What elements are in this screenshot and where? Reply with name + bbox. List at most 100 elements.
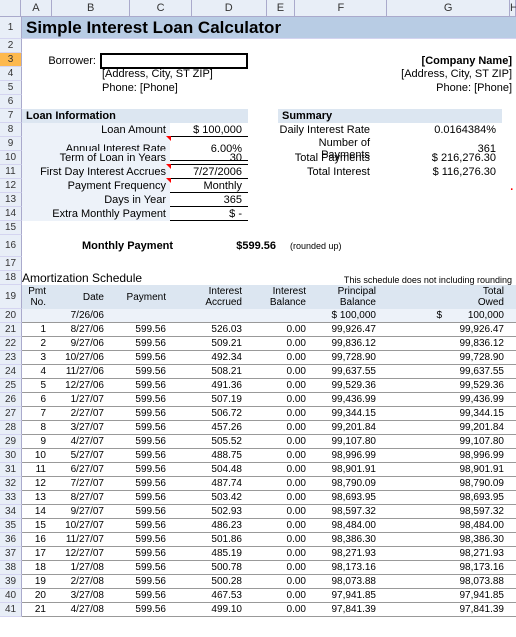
amort-r15-c2: 599.56 [108, 520, 170, 531]
row-num-28[interactable]: 28 [0, 421, 22, 435]
company-phone: Phone: [Phone] [358, 82, 516, 94]
amort-r8-c7: 99,201.84 [446, 422, 508, 433]
amort-r1-c5: 99,926.47 [310, 324, 380, 335]
amort-r3-c7: 99,728.90 [446, 352, 508, 363]
col-F[interactable]: F [295, 0, 387, 16]
input-first_day[interactable]: 7/27/2006 [170, 165, 248, 179]
col-H[interactable]: H [510, 0, 516, 16]
row-num-37[interactable]: 37 [0, 547, 22, 561]
row-num-24[interactable]: 24 [0, 365, 22, 379]
row-num-6[interactable]: 6 [0, 95, 22, 109]
amort-r4-c4: 0.00 [246, 366, 310, 377]
col-E[interactable]: E [267, 0, 296, 16]
amort-r13-c4: 0.00 [246, 492, 310, 503]
input-term[interactable]: 30 [170, 151, 248, 165]
amort-r4-c2: 599.56 [108, 366, 170, 377]
amort-r6-c0: 6 [22, 394, 50, 405]
amort-row-6: 61/27/07599.56507.190.0099,436.9999,436.… [22, 393, 516, 407]
amort-r1-c4: 0.00 [246, 324, 310, 335]
row-num-27[interactable]: 27 [0, 407, 22, 421]
col-G[interactable]: G [387, 0, 510, 16]
row-num-23[interactable]: 23 [0, 351, 22, 365]
row-num-32[interactable]: 32 [0, 477, 22, 491]
row-num-4[interactable]: 4 [0, 67, 22, 81]
col-A[interactable]: A [21, 0, 52, 16]
row-num-16[interactable]: 16 [0, 235, 22, 257]
amort-r17-c0: 17 [22, 548, 50, 559]
col-B[interactable]: B [52, 0, 131, 16]
row-num-31[interactable]: 31 [0, 463, 22, 477]
col-D[interactable]: D [192, 0, 267, 16]
row-num-11[interactable]: 11 [0, 165, 22, 179]
input-extra[interactable]: $ - [170, 207, 248, 221]
row-num-15[interactable]: 15 [0, 221, 22, 235]
row-num-40[interactable]: 40 [0, 589, 22, 603]
amort-r11-c0: 11 [22, 464, 50, 475]
amort-r3-c1: 10/27/06 [50, 352, 108, 363]
row-num-18[interactable]: 18 [0, 271, 22, 285]
amort-r15-c1: 10/27/07 [50, 520, 108, 531]
row-num-10[interactable]: 10 [0, 151, 22, 165]
monthly-payment-value: $599.56 [202, 240, 282, 252]
input-days_year[interactable]: 365 [170, 193, 248, 207]
amort-r7-c7: 99,344.15 [446, 408, 508, 419]
row-num-25[interactable]: 25 [0, 379, 22, 393]
amort-r16-c2: 599.56 [108, 534, 170, 545]
row-num-41[interactable]: 41 [0, 603, 22, 617]
row-num-5[interactable]: 5 [0, 81, 22, 95]
amort-r10-c0: 10 [22, 450, 50, 461]
value-daily_rate: 0.0164384% [374, 124, 502, 136]
row-num-7[interactable]: 7 [0, 109, 22, 123]
amort-r18-c0: 18 [22, 562, 50, 573]
amort-r20-c5: 97,941.85 [310, 590, 380, 601]
row-num-9[interactable]: 9 [0, 137, 22, 151]
row-num-35[interactable]: 35 [0, 519, 22, 533]
row-num-30[interactable]: 30 [0, 449, 22, 463]
row-num-39[interactable]: 39 [0, 575, 22, 589]
row-num-20[interactable]: 20 [0, 309, 22, 323]
amort-r4-c1: 11/27/06 [50, 366, 108, 377]
row-num-22[interactable]: 22 [0, 337, 22, 351]
amort-r1-c7: 99,926.47 [446, 324, 508, 335]
amort-col-0: PmtNo. [22, 285, 50, 309]
amort-row-3: 310/27/06599.56492.340.0099,728.9099,728… [22, 351, 516, 365]
col-C[interactable]: C [130, 0, 191, 16]
amort-r5-c7: 99,529.36 [446, 380, 508, 391]
row-num-33[interactable]: 33 [0, 491, 22, 505]
amort-r17-c3: 485.19 [170, 548, 246, 559]
row-num-17[interactable]: 17 [0, 257, 22, 271]
amort-r16-c1: 11/27/07 [50, 534, 108, 545]
label-freq: Payment Frequency [22, 179, 170, 193]
row-num-19[interactable]: 19 [0, 285, 22, 309]
row-num-29[interactable]: 29 [0, 435, 22, 449]
amort-r21-c3: 499.10 [170, 604, 246, 615]
amort-row-20: 203/27/08599.56467.530.0097,941.8597,941… [22, 589, 516, 603]
amort-r21-c4: 0.00 [246, 604, 310, 615]
row-num-2[interactable]: 2 [0, 39, 22, 53]
row-num-26[interactable]: 26 [0, 393, 22, 407]
row-num-21[interactable]: 21 [0, 323, 22, 337]
row-num-1[interactable]: 1 [0, 17, 22, 39]
amort-r12-c2: 599.56 [108, 478, 170, 489]
amort-r15-c4: 0.00 [246, 520, 310, 531]
amort-r11-c7: 98,901.91 [446, 464, 508, 475]
amort-r15-c5: 98,484.00 [310, 520, 380, 531]
row-num-36[interactable]: 36 [0, 533, 22, 547]
amort-r6-c1: 1/27/07 [50, 394, 108, 405]
row-num-13[interactable]: 13 [0, 193, 22, 207]
value-total_pmts: $ 216,276.30 [374, 152, 502, 164]
row-num-3[interactable]: 3 [0, 53, 22, 67]
row-num-12[interactable]: 12 [0, 179, 22, 193]
row-num-14[interactable]: 14 [0, 207, 22, 221]
input-loan_amount[interactable]: $ 100,000 [170, 123, 248, 137]
amort-r4-c3: 508.21 [170, 366, 246, 377]
input-freq[interactable]: Monthly [170, 179, 248, 193]
amort-r18-c2: 599.56 [108, 562, 170, 573]
amort-r5-c1: 12/27/06 [50, 380, 108, 391]
amort-r12-c7: 98,790.09 [446, 478, 508, 489]
row-num-38[interactable]: 38 [0, 561, 22, 575]
amort-row-19: 192/27/08599.56500.280.0098,073.8898,073… [22, 575, 516, 589]
row-num-34[interactable]: 34 [0, 505, 22, 519]
row-num-8[interactable]: 8 [0, 123, 22, 137]
amort-init-c5: $ 100,000 [310, 310, 380, 321]
